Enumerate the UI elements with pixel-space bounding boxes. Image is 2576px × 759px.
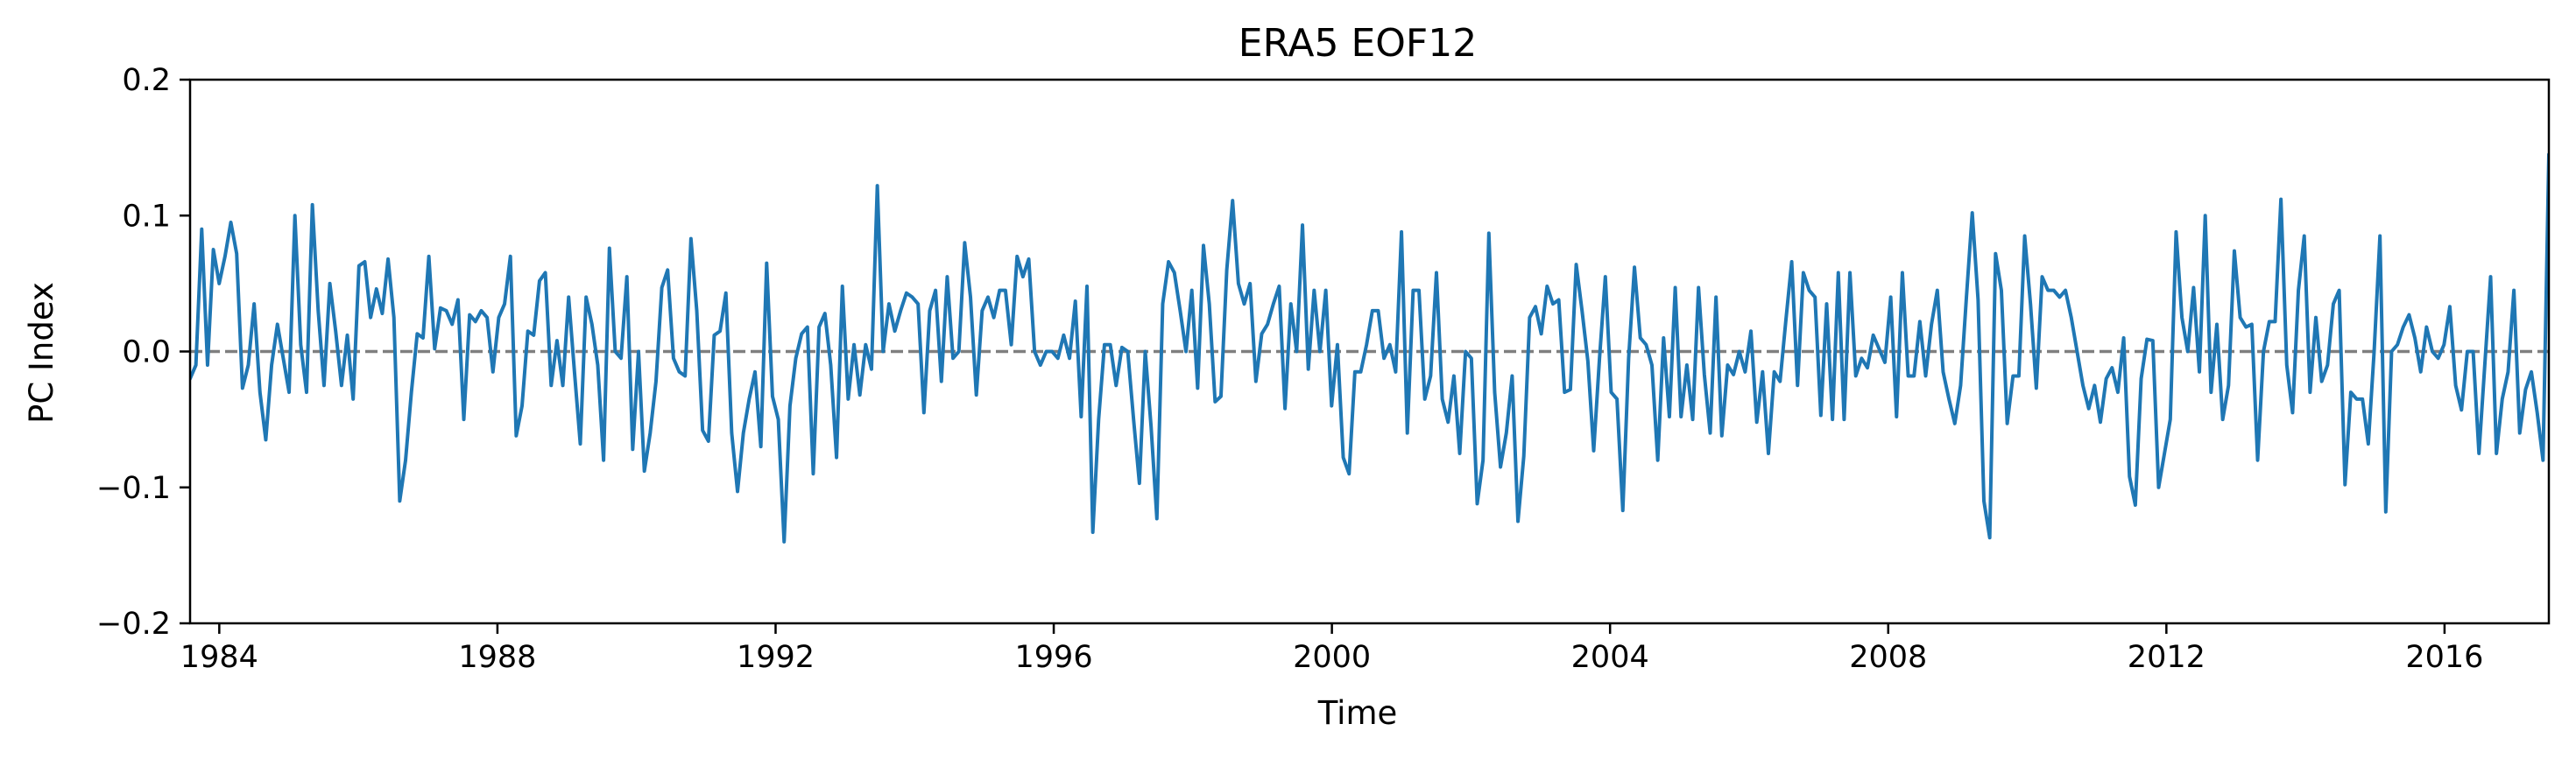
x-tick-label: 1984 — [180, 640, 258, 675]
x-tick-label: 2008 — [1849, 640, 1927, 675]
x-tick-label: 2012 — [2128, 640, 2205, 675]
pc-index-series-line — [190, 152, 2549, 544]
x-axis-label: Time — [1317, 694, 1398, 732]
y-axis-label: PC Index — [23, 282, 60, 424]
series-layer — [190, 152, 2549, 544]
x-tick-label: 1992 — [737, 640, 815, 675]
x-axis-ticks: 1984 1988 1992 1996 2000 2004 2008 2012 2016 — [180, 623, 2483, 675]
y-tick-label: 0.2 — [122, 63, 171, 98]
x-tick-label: 1996 — [1015, 640, 1093, 675]
y-tick-label: 0.0 — [122, 335, 171, 370]
y-axis-ticks: −0.2 −0.1 0.0 0.1 0.2 — [96, 63, 190, 642]
y-tick-label: −0.1 — [96, 471, 171, 506]
x-tick-label: 2000 — [1293, 640, 1371, 675]
y-tick-label: 0.1 — [122, 199, 171, 234]
chart-title: ERA5 EOF12 — [1239, 21, 1477, 66]
x-tick-label: 1988 — [458, 640, 536, 675]
plot-frame — [188, 78, 2551, 625]
x-tick-label: 2016 — [2405, 640, 2483, 675]
y-tick-label: −0.2 — [96, 607, 171, 642]
x-tick-label: 2004 — [1571, 640, 1649, 675]
